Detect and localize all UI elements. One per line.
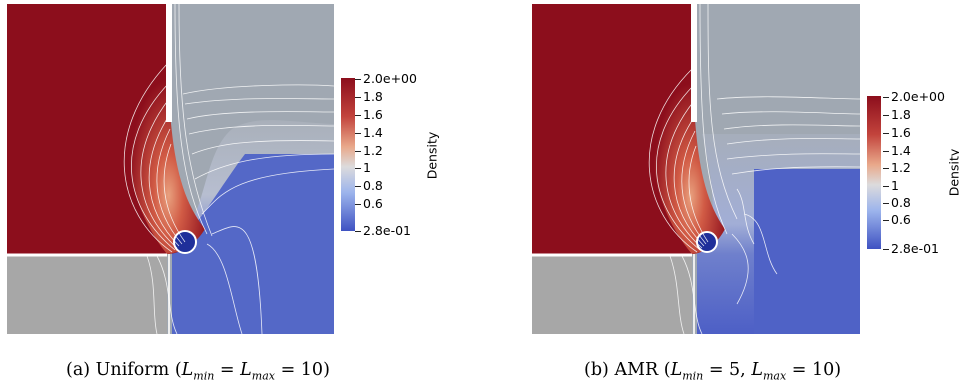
colorbar-a-tick: 1.8: [355, 89, 383, 104]
colorbar-b-tick: 1.8: [883, 107, 911, 122]
caption-a-var: L: [181, 360, 194, 380]
caption-a: (a) Uniform (Lmin = Lmax = 10): [66, 360, 330, 383]
colorbar-b-tick: 0.8: [883, 195, 911, 210]
colorbar-b-tick: 1: [883, 178, 899, 193]
colorbar-b: [867, 96, 881, 249]
colorbar-a-tick: 1.2: [355, 143, 383, 158]
caption-a-label: (a): [66, 360, 91, 380]
caption-a-eq: =: [219, 360, 235, 380]
caption-b-rhs: = 10: [791, 360, 835, 380]
density-plot-b: [532, 4, 860, 334]
caption-b-text: AMR: [614, 360, 659, 380]
caption-a-sub: max: [251, 369, 275, 383]
colorbar-b-tick: 1.4: [883, 143, 911, 158]
colorbar-a-tick: 0.6: [355, 196, 383, 211]
caption-b-sub: min: [682, 369, 704, 383]
caption-a-sub: min: [193, 369, 215, 383]
caption-a-var: L: [240, 360, 252, 380]
colorbar-a-tick: 1.4: [355, 125, 383, 140]
colorbar-b-tick: 0.6: [883, 212, 911, 227]
caption-a-rhs: = 10: [280, 360, 324, 380]
caption-b-label: (b): [584, 360, 609, 380]
colorbar-b-tick: 1.2: [883, 160, 911, 175]
caption-b-var: L: [751, 360, 763, 380]
density-plot-a: [7, 4, 334, 334]
caption-a-text: Uniform: [95, 360, 170, 380]
caption-b-eq: = 5,: [708, 360, 746, 380]
colorbar-b-title: Density: [946, 148, 959, 197]
colorbar-a-tick: 2.8e-01: [355, 223, 411, 238]
colorbar-a-tick: 1: [355, 160, 371, 175]
colorbar-b-tick: 1.6: [883, 125, 911, 140]
caption-b-var: L: [670, 360, 683, 380]
colorbar-b-tick: 2.8e-01: [883, 241, 939, 256]
colorbar-a-tick: 2.0e+00: [355, 71, 417, 86]
colorbar-a-tick: 1.6: [355, 107, 383, 122]
colorbar-a: [341, 78, 355, 231]
colorbar-b-tick: 2.0e+00: [883, 89, 945, 104]
colorbar-a-tick: 0.8: [355, 178, 383, 193]
caption-b-sub: max: [762, 369, 787, 383]
caption-b: (b) AMR (Lmin = 5, Lmax = 10): [584, 360, 842, 383]
colorbar-a-title: Density: [424, 131, 440, 180]
